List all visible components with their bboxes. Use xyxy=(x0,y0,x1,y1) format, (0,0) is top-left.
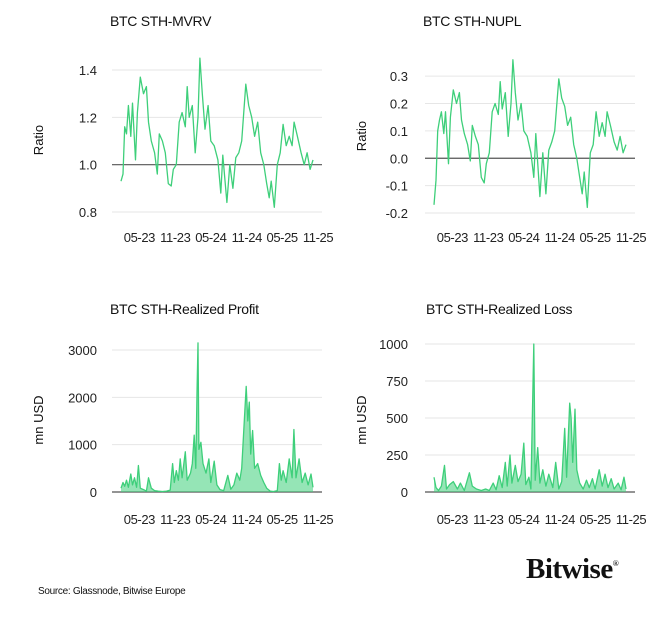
x-tick-label: 05-25 xyxy=(267,512,298,527)
x-tick-label: 11-24 xyxy=(232,512,262,527)
x-tick-label: 11-24 xyxy=(545,230,575,245)
y-axis-label: mn USD xyxy=(354,395,369,444)
x-tick-label: 11-24 xyxy=(545,512,575,527)
x-tick-label: 11-23 xyxy=(160,230,190,245)
x-tick-label: 05-24 xyxy=(195,230,226,245)
x-tick-label: 05-24 xyxy=(508,512,539,527)
x-tick-label: 11-25 xyxy=(616,230,646,245)
chart-title-realized-loss: BTC STH-Realized Loss xyxy=(426,301,573,317)
series-line xyxy=(433,343,627,492)
y-tick-label: 3000 xyxy=(68,343,97,358)
x-tick-label: 11-23 xyxy=(160,512,190,527)
x-tick-label: 05-24 xyxy=(195,512,226,527)
y-tick-label: -0.2 xyxy=(386,206,408,221)
x-tick-label: 11-23 xyxy=(473,512,503,527)
x-tick-label: 05-23 xyxy=(437,230,468,245)
x-tick-label: 11-24 xyxy=(232,230,262,245)
y-tick-label: 1.2 xyxy=(79,110,97,125)
y-tick-label: 1000 xyxy=(379,337,408,352)
series-line xyxy=(120,57,314,208)
y-tick-label: 0.2 xyxy=(390,97,408,112)
y-tick-label: 1000 xyxy=(68,438,97,453)
series-line xyxy=(433,59,627,209)
chart-title-mvrv: BTC STH-MVRV xyxy=(110,13,212,29)
x-tick-label: 05-25 xyxy=(580,512,611,527)
y-tick-label: -0.1 xyxy=(386,179,408,194)
logo-text: Bitwise xyxy=(526,553,613,585)
bitwise-logo: Bitwise® xyxy=(526,553,619,585)
y-tick-label: 0 xyxy=(90,485,97,500)
y-tick-label: 0.3 xyxy=(390,69,408,84)
y-tick-label: 2000 xyxy=(68,390,97,405)
chart-title-realized-profit: BTC STH-Realized Profit xyxy=(110,301,259,317)
x-tick-label: 05-24 xyxy=(508,230,539,245)
x-tick-label: 11-23 xyxy=(473,230,503,245)
chart-title-nupl: BTC STH-NUPL xyxy=(423,13,522,29)
y-tick-label: 1.0 xyxy=(79,158,97,173)
y-tick-label: 0 xyxy=(401,485,408,500)
x-tick-label: 11-25 xyxy=(303,230,333,245)
y-axis-label: Ratio xyxy=(31,125,46,155)
y-tick-label: 750 xyxy=(386,374,408,389)
series-line xyxy=(120,342,314,493)
series-area xyxy=(121,342,313,492)
x-tick-label: 11-25 xyxy=(616,512,646,527)
source-note: Source: Glassnode, Bitwise Europe xyxy=(38,586,186,597)
y-tick-label: 250 xyxy=(386,448,408,463)
x-tick-label: 05-23 xyxy=(124,512,155,527)
x-tick-label: 05-25 xyxy=(267,230,298,245)
x-tick-label: 11-25 xyxy=(303,512,333,527)
y-tick-label: 1.4 xyxy=(79,63,97,78)
y-tick-label: 500 xyxy=(386,411,408,426)
x-tick-label: 05-23 xyxy=(437,512,468,527)
x-tick-label: 05-25 xyxy=(580,230,611,245)
y-axis-label: mn USD xyxy=(31,395,46,444)
x-tick-label: 05-23 xyxy=(124,230,155,245)
y-axis-label: Ratio xyxy=(354,121,369,151)
y-tick-label: 0.8 xyxy=(79,205,97,220)
y-tick-label: 0.1 xyxy=(390,124,408,139)
y-tick-label: 0.0 xyxy=(390,151,408,166)
